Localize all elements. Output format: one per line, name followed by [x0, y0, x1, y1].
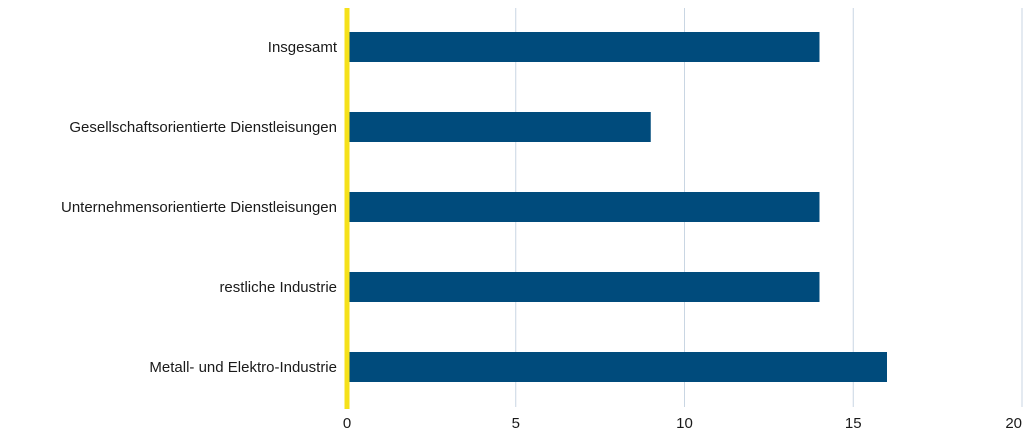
category-label: Metall- und Elektro-Industrie	[149, 359, 337, 376]
bar	[347, 32, 820, 62]
bars	[347, 32, 887, 382]
x-tick-label: 10	[676, 415, 693, 432]
category-label: Gesellschaftsorientierte Dienstleisungen	[69, 119, 337, 136]
bar	[347, 192, 820, 222]
category-labels: Insgesamt Gesellschaftsorientierte Dienst…	[61, 39, 338, 376]
x-tick-label: 20	[1005, 415, 1022, 432]
bar	[347, 352, 887, 382]
category-label: restliche Industrie	[219, 279, 337, 296]
x-tick-labels: 0 5 10 15 20	[343, 415, 1022, 432]
x-tick-label: 5	[512, 415, 520, 432]
bar	[347, 112, 651, 142]
x-tick-label: 0	[343, 415, 351, 432]
x-tick-label: 15	[845, 415, 862, 432]
bar	[347, 272, 820, 302]
category-label: Unternehmensorientierte Dienstleisungen	[61, 199, 337, 216]
category-label: Insgesamt	[268, 39, 338, 56]
